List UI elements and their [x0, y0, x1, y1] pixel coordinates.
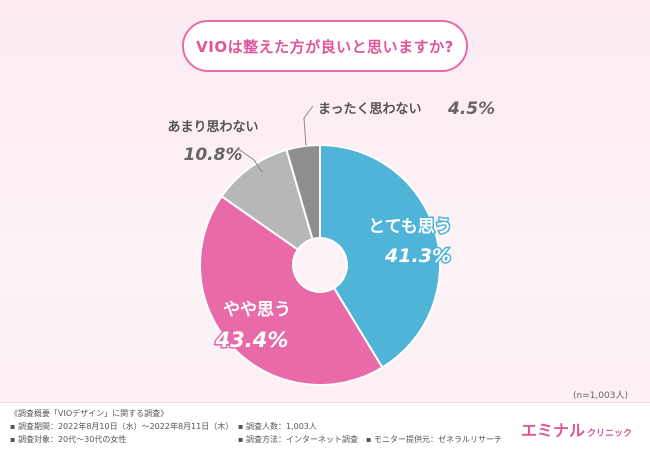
slice-1: [199, 194, 384, 386]
slice-label-0: とても思う: [368, 217, 452, 237]
slice-value-2: 10.8%: [184, 145, 243, 165]
slice-label-2: あまり思わない: [167, 120, 258, 135]
slice-3: [285, 143, 321, 241]
survey-count: ▪ 調査人数：1,003人: [238, 422, 317, 431]
survey-footer: 《調査概要「VIOデザイン」に関する調査》 ▪ 調査期間：2022年8月10日（…: [0, 402, 650, 451]
sample-size-note: (n=1,003人): [572, 391, 628, 401]
survey-target: ▪ 調査対象：20代〜30代の女性: [10, 435, 127, 444]
survey-period: ▪ 調査期間：2022年8月10日（水）〜2022年8月11日（木）: [10, 422, 234, 431]
slice-value-0: 41.3%: [384, 245, 451, 267]
slice-value-1: 43.4%: [215, 328, 289, 352]
survey-summary-title: 《調査概要「VIOデザイン」に関する調査》: [10, 409, 169, 418]
slice-label-3: まったく思わない: [318, 102, 421, 117]
donut-chart: とても思う 41.3% やや思う 43.4% あまり思わない 10.8% まったく思わない 4…: [167, 99, 495, 386]
brand-logo: エミナル クリニック: [520, 421, 632, 440]
survey-method: ▪ 調査方法：インターネット調査: [238, 435, 358, 444]
leader-line-3: [303, 105, 314, 147]
leader-line-2: [236, 147, 263, 173]
slice-value-3: 4.5%: [447, 99, 495, 119]
slice-0: [319, 143, 441, 369]
monitor-provider: ▪ モニター提供元：ゼネラルリサーチ: [366, 435, 502, 444]
chart-title: VIOは整えた方が良いと思いますか?: [182, 20, 468, 72]
slice-label-1: やや思う: [223, 300, 291, 320]
